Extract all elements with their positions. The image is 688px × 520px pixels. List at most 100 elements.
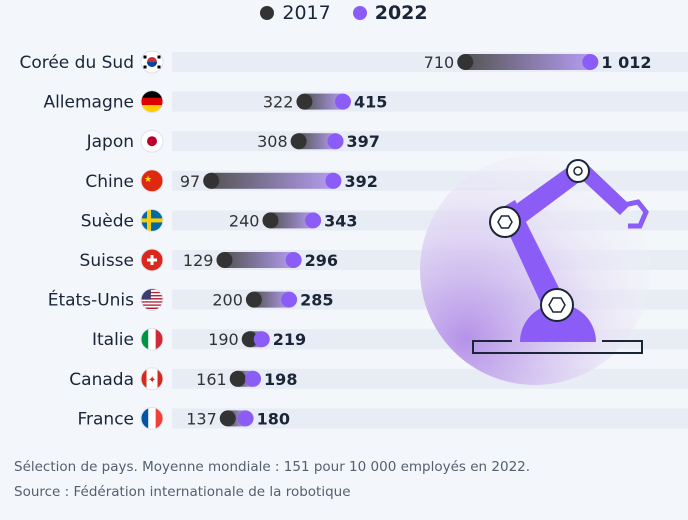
flag-part [155,328,163,351]
country-label: États-Unis [48,289,134,311]
value-label-2022: 1 012 [601,53,651,72]
value-label-2017: 137 [186,409,217,428]
value-label-2022: 180 [257,409,290,428]
flag-part [148,328,156,351]
flag-part [147,62,157,67]
chart-row: Canada ✦ 161 198 [69,367,297,391]
flag-part [148,407,156,430]
flag-south-korea-icon [141,51,163,73]
value-label-2017: 240 [229,211,260,230]
footer-source: Source : Fédération internationale de la… [14,484,351,500]
value-label-2022: 415 [354,93,387,112]
chart-row: États-Unis 200 285 [48,288,334,312]
row-band [172,408,688,429]
country-label: Suisse [80,251,134,271]
value-label-2017: 200 [212,291,243,310]
dot-2017 [219,410,236,427]
dot-2022 [327,133,344,150]
country-label: Allemagne [43,93,134,113]
flag-part [141,293,163,295]
dot-2022 [582,54,599,70]
chart-row: Corée du Sud 710 1 012 [19,50,651,74]
flag-part [157,367,163,390]
flag-border [140,288,164,312]
chart-row: France 137 180 [77,406,290,430]
range-bar [211,172,334,189]
flag-part [141,309,163,311]
dumbbell-chart: Corée du Sud 710 1 012 Allemagne 322 415 Japon… [19,50,688,430]
chart-row: Japon 308 397 [86,129,380,153]
value-label-2017: 322 [263,93,294,112]
chart-row: Italie 190 219 [92,327,306,351]
dot-2017 [216,252,233,268]
dot-2017 [203,172,220,189]
legend-dot-2022 [352,6,367,20]
footer-note: Sélection de pays. Moyenne mondiale : 15… [14,459,531,475]
value-label-2022: 219 [273,330,306,349]
range-bar [253,291,290,308]
legend-item-2022: 2022 [352,2,428,24]
flag-part [141,304,163,306]
flag-part [141,97,163,106]
flag-border [140,248,164,272]
dot-2017 [262,212,279,229]
dot-2017 [457,54,474,70]
flag-italy-icon [141,328,163,351]
flag-part [157,65,161,69]
value-label-2017: 308 [257,132,288,151]
row-band [172,131,688,152]
chart-row: Suède 240 343 [81,208,358,232]
value-label-2022: 343 [324,211,357,230]
value-label-2022: 296 [305,251,338,270]
value-label-2022: 392 [344,172,377,191]
value-label-2017: 190 [208,330,239,349]
flag-part: ★ [144,175,152,185]
flag-part [141,367,147,390]
country-label: Suède [81,211,134,231]
range-bar [465,54,591,70]
dot-2022 [281,291,298,308]
flag-border [140,90,164,114]
flag-border [140,169,164,193]
flag-part [141,296,163,299]
flag-part [141,298,163,300]
legend: 2017 2022 [0,0,688,26]
robot-arm-illustration [420,155,650,385]
row-band [172,91,688,112]
flag-part [141,301,163,303]
value-label-2022: 285 [300,291,333,310]
country-label: Corée du Sud [19,53,134,73]
dot-2017 [241,331,258,348]
country-label: Canada [69,370,134,390]
flag-border [140,367,164,391]
flag-part [141,299,163,302]
flag-part [141,294,163,297]
flag-part [157,55,161,59]
legend-item-2017: 2017 [260,2,331,24]
flag-part [141,288,163,291]
dot-2017 [296,93,313,110]
flag-part [141,291,163,294]
flag-switzerland-icon [141,249,163,271]
flag-part [141,288,151,300]
flag-part [143,65,147,69]
dot-2022 [253,331,270,348]
country-label: Italie [92,330,134,350]
flag-japan-icon [141,130,163,153]
flag-part [147,209,151,232]
range-bar [304,93,343,110]
chart-row: Chine ★ 97 392 [85,169,378,193]
range-bar [298,133,336,150]
flag-border [140,50,164,74]
value-label-2017: 710 [424,53,455,72]
flag-sweden-icon [141,209,163,232]
range-bar [270,212,314,229]
legend-label-2022: 2022 [374,2,428,24]
chart-row: Allemagne 322 415 [43,90,387,114]
flag-part [141,290,163,292]
flag-border [140,208,164,232]
dot-2022 [285,252,302,268]
range-bar [224,252,294,268]
flag-part [141,218,163,223]
flag-usa-icon [141,288,163,311]
